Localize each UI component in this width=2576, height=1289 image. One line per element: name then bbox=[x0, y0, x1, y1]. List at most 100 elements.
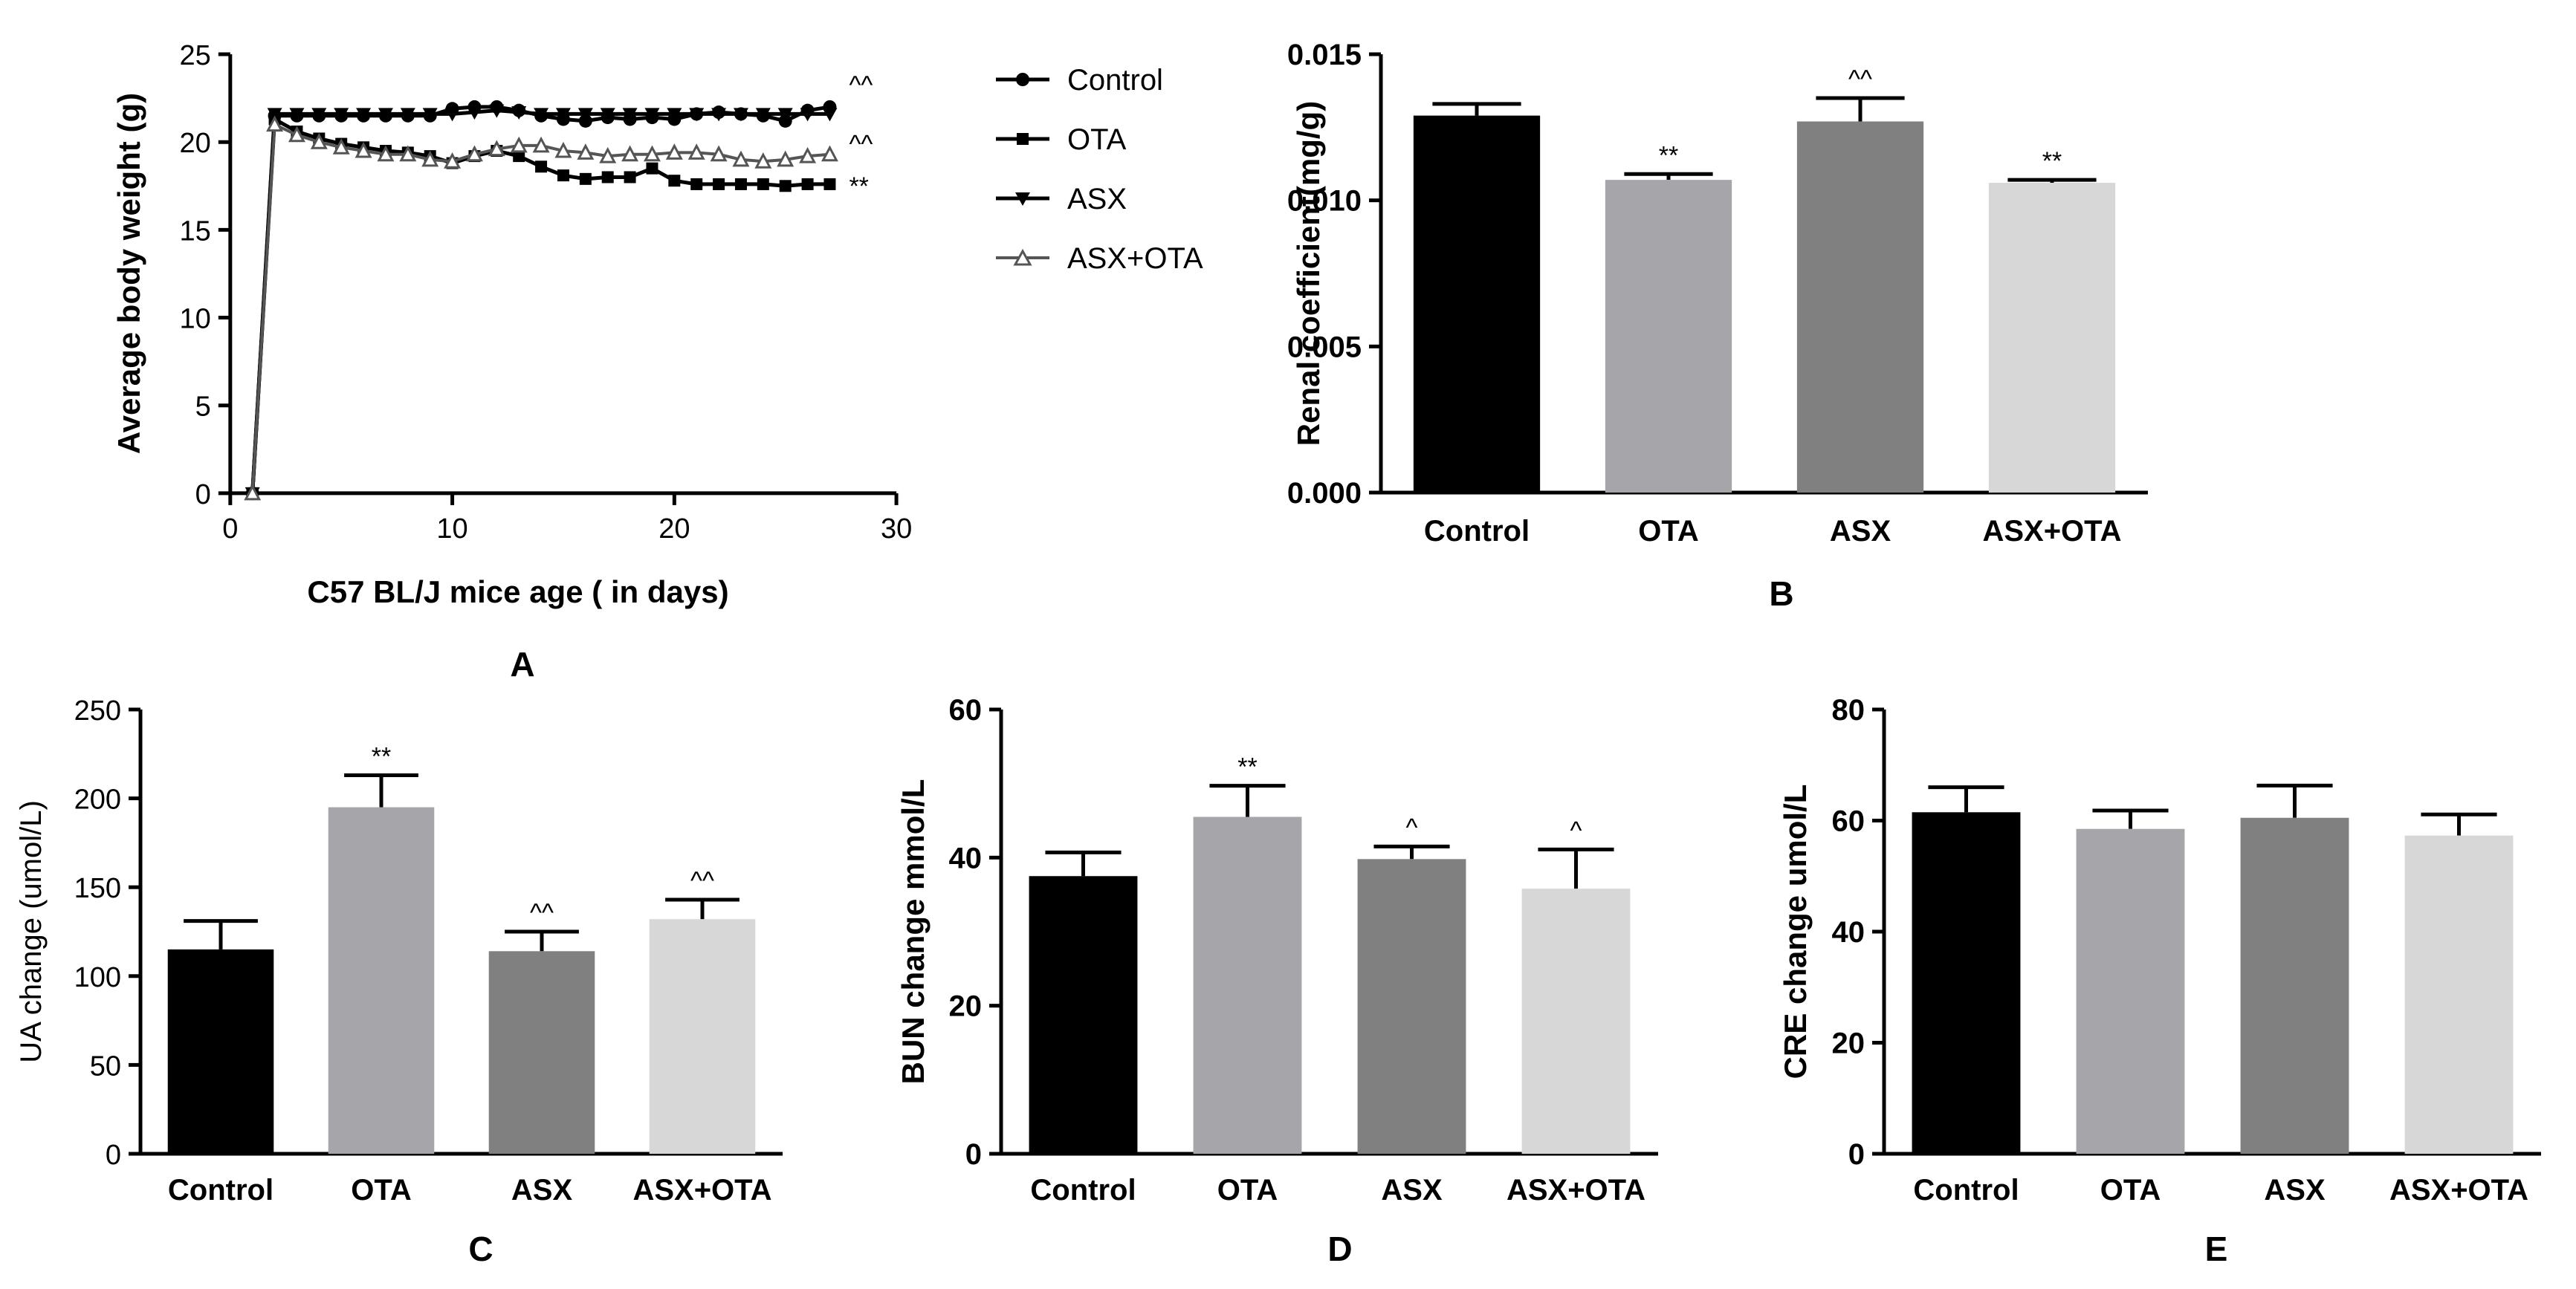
point-asx bbox=[267, 108, 282, 122]
legend-label-asx-ota: ASX+OTA bbox=[1067, 242, 1203, 275]
point-asx bbox=[577, 108, 593, 122]
point-ota bbox=[535, 160, 548, 173]
c-category-label-control: Control bbox=[168, 1174, 274, 1207]
c-y-tick-label: 0 bbox=[106, 1140, 121, 1171]
point-asx bbox=[356, 108, 372, 122]
point-asx bbox=[289, 108, 305, 122]
b-bar-asx-ota bbox=[1988, 183, 2116, 493]
point-asx bbox=[644, 108, 660, 122]
panel-label-a: A bbox=[510, 645, 534, 684]
point-asx bbox=[400, 108, 415, 122]
d-y-tick-label: 60 bbox=[949, 694, 983, 727]
b-bar-control bbox=[1413, 115, 1541, 493]
e-bar-control bbox=[1912, 812, 2021, 1154]
e-category-label-asx-ota: ASX+OTA bbox=[2389, 1174, 2528, 1207]
b-category-label-asx-ota: ASX+OTA bbox=[1982, 515, 2121, 548]
legend-label-control: Control bbox=[1067, 64, 1163, 97]
point-asx-ota bbox=[687, 143, 705, 160]
d-bar-asx-ota bbox=[1521, 889, 1631, 1154]
point-asx-ota bbox=[399, 145, 417, 162]
point-asx bbox=[689, 108, 705, 122]
b-y-tick-label: 0.000 bbox=[1287, 477, 1362, 510]
c-significance-asx: ^^ bbox=[530, 899, 554, 927]
panel-label-b: B bbox=[1769, 574, 1793, 613]
point-asx bbox=[489, 104, 505, 118]
a-y-tick-label: 15 bbox=[180, 215, 211, 247]
point-asx bbox=[334, 108, 349, 122]
point-asx-ota bbox=[510, 136, 528, 153]
point-asx-ota bbox=[244, 484, 262, 501]
a-x-tick-label: 30 bbox=[881, 513, 912, 545]
point-asx bbox=[444, 108, 460, 122]
point-asx bbox=[378, 108, 393, 122]
point-asx bbox=[555, 108, 571, 122]
point-asx bbox=[733, 108, 748, 122]
point-asx-ota bbox=[710, 145, 728, 162]
point-ota bbox=[601, 171, 614, 184]
point-asx bbox=[534, 108, 549, 122]
point-asx bbox=[777, 108, 793, 122]
d-category-label-control: Control bbox=[1030, 1174, 1136, 1207]
panel-label-e: E bbox=[2205, 1230, 2228, 1268]
legend-item-control: Control bbox=[996, 64, 1163, 97]
d-significance-asx: ^ bbox=[1406, 814, 1418, 842]
point-asx bbox=[311, 108, 327, 122]
point-asx-ota bbox=[577, 143, 595, 160]
body-weight-series: ^^ ** ^^ bbox=[244, 71, 873, 501]
b-significance-asx: ^^ bbox=[1848, 65, 1872, 94]
point-asx-ota bbox=[355, 141, 372, 158]
point-asx-ota bbox=[444, 152, 462, 169]
point-asx-ota bbox=[777, 150, 795, 167]
d-bar-asx bbox=[1357, 859, 1466, 1154]
b-y-axis-title: Renal coefficient(mg/g) bbox=[1291, 101, 1326, 446]
point-asx bbox=[667, 108, 682, 122]
body-weight-axes: 0 5 10 15 20 25 0 10 20 30 bbox=[180, 40, 913, 545]
point-asx bbox=[622, 108, 638, 122]
c-y-tick-label: 200 bbox=[74, 785, 121, 816]
c-y-tick-label: 50 bbox=[90, 1051, 121, 1082]
point-asx-ota bbox=[377, 145, 395, 162]
cre-change-bar-chart: 0 20 40 60 80 Control OTA ASX ASX+OTA CRE change … bbox=[1778, 694, 2541, 1268]
point-ota bbox=[579, 172, 592, 185]
e-y-tick-label: 20 bbox=[1832, 1027, 1865, 1060]
a-y-tick-label: 10 bbox=[180, 304, 211, 335]
point-ota bbox=[690, 178, 703, 190]
e-y-axis-title: CRE change umol/L bbox=[1778, 785, 1813, 1079]
e-bar-asx bbox=[2240, 817, 2349, 1154]
c-y-tick-label: 100 bbox=[74, 962, 121, 993]
b-significance-asx-ota: ** bbox=[2042, 147, 2062, 175]
c-significance-ota: ** bbox=[372, 743, 391, 771]
c-bar-asx-ota bbox=[649, 919, 756, 1154]
point-asx bbox=[600, 108, 615, 122]
point-asx-ota bbox=[554, 141, 572, 158]
point-asx-ota bbox=[799, 146, 817, 163]
annotation-asx-ota: ^^ bbox=[849, 131, 873, 159]
legend-item-asx-ota: ASX+OTA bbox=[996, 242, 1203, 275]
point-asx-ota bbox=[421, 150, 439, 167]
e-bar-asx-ota bbox=[2404, 835, 2514, 1154]
d-bar-ota bbox=[1193, 816, 1302, 1154]
point-ota bbox=[734, 178, 747, 190]
e-category-label-control: Control bbox=[1913, 1174, 2019, 1207]
c-category-label-ota: OTA bbox=[351, 1174, 411, 1207]
point-ota bbox=[757, 178, 769, 190]
c-y-tick-label: 150 bbox=[74, 873, 121, 904]
point-asx-ota bbox=[532, 136, 550, 153]
point-asx-ota bbox=[821, 145, 838, 162]
point-asx-ota bbox=[465, 145, 483, 162]
d-category-label-asx: ASX bbox=[1381, 1174, 1443, 1207]
legend-item-asx: ASX bbox=[996, 183, 1127, 215]
legend-label-ota: OTA bbox=[1067, 123, 1127, 156]
e-y-tick-label: 40 bbox=[1832, 916, 1865, 949]
b-bar-ota bbox=[1605, 180, 1732, 493]
d-significance-ota: ** bbox=[1237, 753, 1257, 782]
a-y-tick-label: 25 bbox=[180, 40, 211, 71]
point-asx bbox=[822, 108, 838, 122]
c-significance-asx-ota: ^^ bbox=[690, 867, 714, 895]
b-category-label-asx: ASX bbox=[1830, 515, 1891, 548]
body-weight-line-chart: 0 5 10 15 20 25 0 10 20 30 ^^ ** ^^ Average body we… bbox=[111, 40, 912, 684]
legend: Control OTA ASX ASX+OTA bbox=[996, 64, 1203, 275]
panel-label-d: D bbox=[1327, 1230, 1352, 1268]
point-ota bbox=[779, 180, 792, 192]
point-ota bbox=[513, 150, 525, 163]
